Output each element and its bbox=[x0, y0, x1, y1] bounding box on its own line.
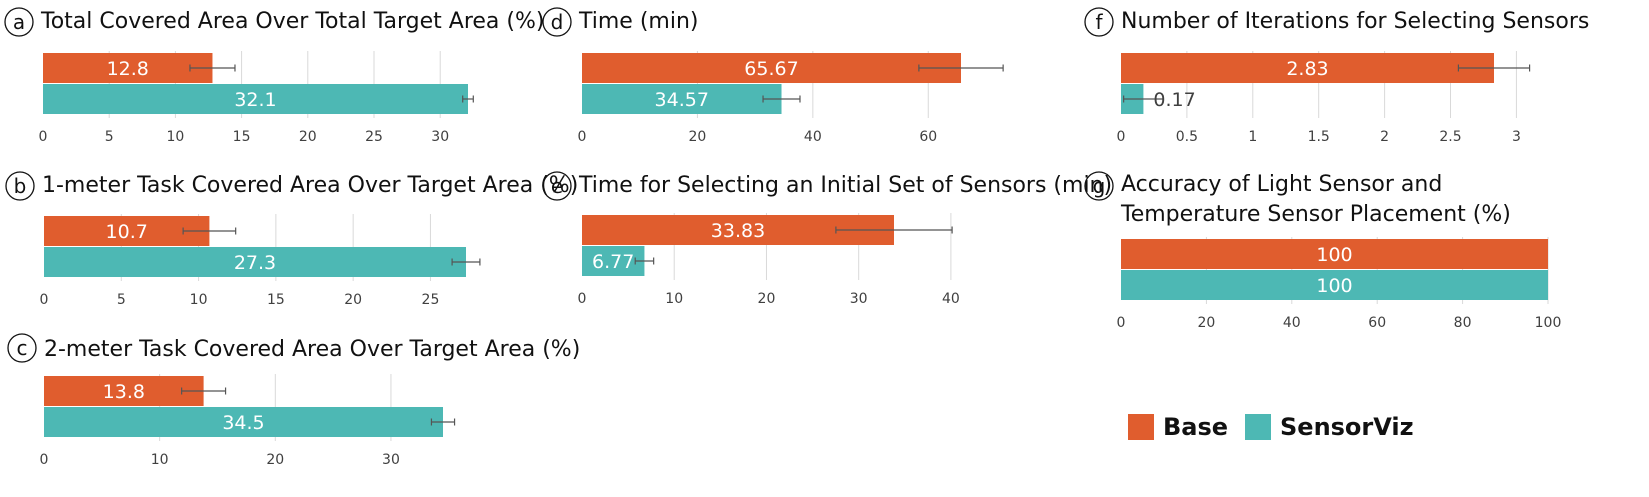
x-tick-label: 0 bbox=[40, 292, 49, 308]
panel-letter: e bbox=[551, 174, 563, 198]
x-tick-label: 5 bbox=[105, 129, 114, 145]
bar-value-label: 13.8 bbox=[103, 381, 145, 403]
x-tick-label: 1 bbox=[1248, 129, 1257, 145]
chart-title: Temperature Sensor Placement (%) bbox=[1120, 202, 1511, 227]
x-tick-label: 60 bbox=[1368, 315, 1386, 331]
bar-base bbox=[44, 376, 204, 406]
chart-panel-a: a Total Covered Area Over Total Target Ar… bbox=[4, 7, 544, 145]
bar-value-label: 100 bbox=[1316, 275, 1352, 297]
bar-value-label: 2.83 bbox=[1286, 58, 1328, 80]
chart-panel-e: e Time for Selecting an Initial Set of Se… bbox=[542, 171, 1112, 307]
legend-label-base: Base bbox=[1163, 413, 1228, 441]
x-tick-label: 30 bbox=[382, 452, 400, 468]
bar-sensorviz bbox=[582, 84, 782, 114]
x-tick-label: 20 bbox=[344, 292, 362, 308]
bar-value-label: 33.83 bbox=[711, 220, 765, 242]
x-tick-label: 1.5 bbox=[1308, 129, 1330, 145]
x-tick-label: 20 bbox=[1197, 315, 1215, 331]
chart-title: Time (min) bbox=[578, 9, 699, 34]
x-tick-label: 100 bbox=[1535, 315, 1562, 331]
x-tick-label: 80 bbox=[1454, 315, 1472, 331]
x-tick-label: 25 bbox=[365, 129, 383, 145]
bar-sensorviz bbox=[44, 407, 443, 437]
chart-panel-f: f Number of Iterations for Selecting Sens… bbox=[1084, 7, 1589, 145]
x-tick-label: 30 bbox=[431, 129, 449, 145]
x-tick-label: 10 bbox=[190, 292, 208, 308]
x-tick-label: 5 bbox=[117, 292, 126, 308]
x-tick-label: 0.5 bbox=[1176, 129, 1198, 145]
bar-sensorviz bbox=[582, 246, 645, 276]
chart-title: Total Covered Area Over Total Target Are… bbox=[40, 9, 544, 34]
bar-value-label: 27.3 bbox=[234, 252, 276, 274]
bar-value-label: 10.7 bbox=[106, 221, 148, 243]
x-tick-label: 60 bbox=[919, 129, 937, 145]
bar-value-label: 34.57 bbox=[655, 89, 709, 111]
bar-value-label: 0.17 bbox=[1153, 89, 1195, 111]
x-tick-label: 0 bbox=[39, 129, 48, 145]
x-tick-label: 2 bbox=[1380, 129, 1389, 145]
x-tick-label: 0 bbox=[40, 452, 49, 468]
panel-letter: d bbox=[551, 10, 564, 34]
x-tick-label: 0 bbox=[578, 291, 587, 307]
x-tick-label: 10 bbox=[166, 129, 184, 145]
legend-swatch-base bbox=[1128, 414, 1154, 440]
x-tick-label: 15 bbox=[233, 129, 251, 145]
x-tick-label: 25 bbox=[422, 292, 440, 308]
chart-title: 1-meter Task Covered Area Over Target Ar… bbox=[42, 173, 578, 198]
panel-letter-circle bbox=[542, 7, 572, 37]
bar-base bbox=[582, 53, 961, 83]
chart-panel-g: g Accuracy of Light Sensor and Temperature… bbox=[1084, 171, 1562, 331]
x-tick-label: 0 bbox=[1117, 315, 1126, 331]
chart-panel-b: b 1-meter Task Covered Area Over Target A… bbox=[5, 171, 578, 308]
x-tick-label: 40 bbox=[804, 129, 822, 145]
chart-title: Time for Selecting an Initial Set of Sen… bbox=[578, 173, 1112, 198]
bar-base bbox=[1121, 53, 1494, 83]
x-tick-label: 10 bbox=[665, 291, 683, 307]
bar-value-label: 100 bbox=[1316, 244, 1352, 266]
legend-swatch-sensorviz bbox=[1245, 414, 1271, 440]
panel-letter-circle bbox=[1084, 7, 1114, 37]
bar-value-label: 65.67 bbox=[744, 58, 798, 80]
x-tick-label: 3 bbox=[1512, 129, 1521, 145]
x-tick-label: 0 bbox=[1117, 129, 1126, 145]
bar-base bbox=[1121, 239, 1548, 269]
panel-letter: c bbox=[17, 336, 28, 360]
chart-panel-d: d Time (min) 0 20 40 60 65.67 34.57 bbox=[542, 7, 1004, 145]
bar-sensorviz bbox=[44, 247, 466, 277]
panel-letter-circle bbox=[542, 171, 572, 201]
x-tick-label: 10 bbox=[151, 452, 169, 468]
x-tick-label: 30 bbox=[850, 291, 868, 307]
panel-letter-circle bbox=[7, 333, 37, 363]
chart-title: 2-meter Task Covered Area Over Target Ar… bbox=[44, 337, 580, 362]
chart-title: Accuracy of Light Sensor and bbox=[1121, 172, 1442, 197]
panel-letter-circle bbox=[4, 7, 34, 37]
x-tick-label: 0 bbox=[578, 129, 587, 145]
bar-sensorviz bbox=[1121, 270, 1548, 300]
panel-letter: g bbox=[1093, 174, 1106, 198]
bar-value-label: 12.8 bbox=[107, 58, 149, 80]
chart-title: Number of Iterations for Selecting Senso… bbox=[1121, 9, 1589, 34]
x-tick-label: 2.5 bbox=[1439, 129, 1461, 145]
chart-panel-c: c 2-meter Task Covered Area Over Target A… bbox=[7, 333, 580, 468]
panel-letter-circle bbox=[5, 171, 35, 201]
x-tick-label: 20 bbox=[266, 452, 284, 468]
x-tick-label: 40 bbox=[1283, 315, 1301, 331]
bar-base bbox=[44, 216, 210, 246]
panel-letter: a bbox=[13, 10, 25, 34]
x-tick-label: 40 bbox=[942, 291, 960, 307]
bar-value-label: 6.77 bbox=[592, 251, 634, 273]
legend-label-sensorviz: SensorViz bbox=[1280, 413, 1414, 441]
bar-sensorviz bbox=[43, 84, 468, 114]
bar-base bbox=[43, 53, 213, 83]
x-tick-label: 20 bbox=[758, 291, 776, 307]
panel-letter: f bbox=[1095, 10, 1103, 34]
x-tick-label: 15 bbox=[267, 292, 285, 308]
bar-value-label: 34.5 bbox=[222, 412, 264, 434]
panel-letter-circle bbox=[1084, 171, 1114, 201]
panel-letter: b bbox=[14, 174, 27, 198]
x-tick-label: 20 bbox=[689, 129, 707, 145]
bar-value-label: 32.1 bbox=[234, 89, 276, 111]
x-tick-label: 20 bbox=[299, 129, 317, 145]
